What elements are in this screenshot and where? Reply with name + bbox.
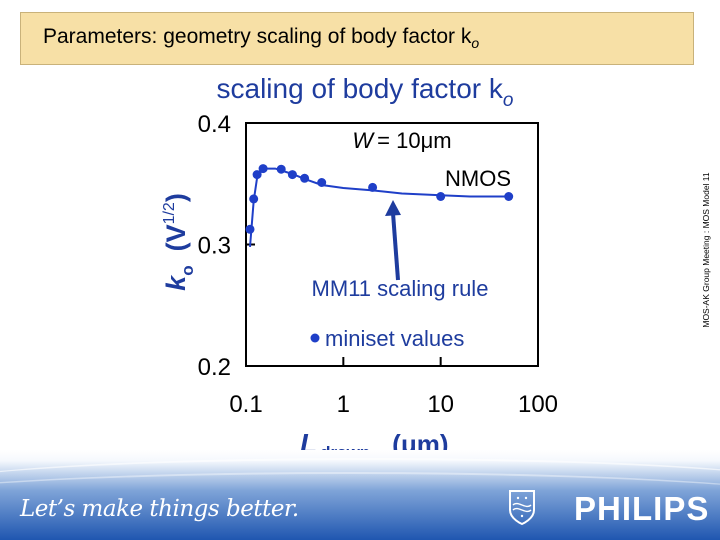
- data-point-miniset: [436, 192, 446, 201]
- legend-label: miniset values: [325, 326, 464, 351]
- annotation-arrow-shaft: [391, 212, 400, 281]
- annotation-device-size: W = 10μm: [352, 128, 451, 153]
- tick-marks: [245, 122, 539, 367]
- legend-marker: [310, 333, 320, 343]
- header-banner: Parameters: geometry scaling of body fac…: [20, 12, 694, 65]
- footer-tagline: Let’s make things better.: [20, 496, 299, 522]
- footer-band: [0, 450, 720, 540]
- y-tick-labels: 0.2 0.3 0.4: [198, 111, 231, 381]
- y-tick-label: 0.3: [198, 233, 231, 260]
- annotation-arrow-head: [385, 200, 401, 216]
- chart-title: scaling of body factor ko: [217, 73, 514, 111]
- y-tick-label: 0.4: [198, 111, 231, 138]
- header-title: Parameters: geometry scaling of body fac…: [43, 25, 480, 52]
- footer-wave: [0, 458, 720, 518]
- series-layer: [245, 164, 514, 247]
- data-point-miniset: [252, 170, 262, 180]
- x-tick-label: 0.1: [229, 391, 262, 418]
- annotation-scaling-rule: MM11 scaling rule: [312, 276, 489, 301]
- x-tick-labels: 0.1 1 10 100: [229, 391, 558, 418]
- y-axis-label: ko(V1/2): [161, 193, 197, 291]
- brand-logo: PHILIPS: [574, 490, 710, 527]
- y-tick-label: 0.2: [198, 354, 231, 381]
- footer-wave: [0, 472, 720, 540]
- data-point-miniset: [245, 224, 255, 234]
- x-tick-label: 10: [427, 391, 454, 418]
- x-tick-label: 100: [518, 391, 558, 418]
- chart: scaling of body factor ko 0.2 0.3 0.4 0.1 1…: [161, 73, 558, 418]
- philips-shield-icon: [509, 490, 535, 526]
- x-tick-label: 1: [337, 391, 350, 418]
- annotation-device-type: NMOS: [445, 166, 511, 191]
- series-line-scaling-rule: [249, 167, 509, 247]
